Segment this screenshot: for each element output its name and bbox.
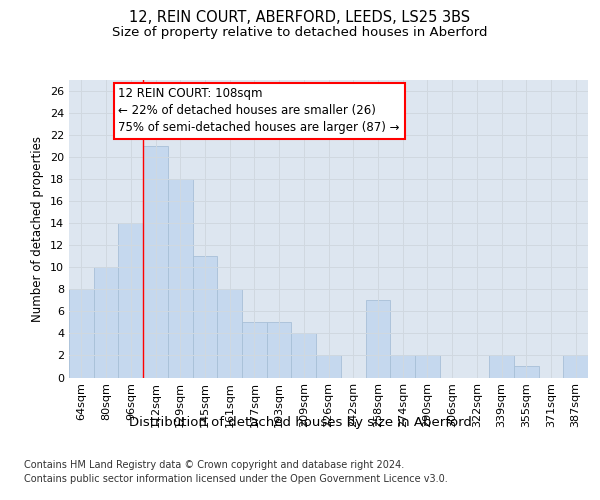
- Text: Distribution of detached houses by size in Aberford: Distribution of detached houses by size …: [128, 416, 472, 429]
- Bar: [267, 322, 292, 378]
- Text: 12, REIN COURT, ABERFORD, LEEDS, LS25 3BS: 12, REIN COURT, ABERFORD, LEEDS, LS25 3B…: [130, 10, 470, 25]
- Bar: [316, 356, 341, 378]
- Bar: [143, 146, 168, 378]
- Bar: [365, 300, 390, 378]
- Bar: [118, 223, 143, 378]
- Bar: [292, 334, 316, 378]
- Y-axis label: Number of detached properties: Number of detached properties: [31, 136, 44, 322]
- Bar: [168, 179, 193, 378]
- Bar: [390, 356, 415, 378]
- Text: 12 REIN COURT: 108sqm
← 22% of detached houses are smaller (26)
75% of semi-deta: 12 REIN COURT: 108sqm ← 22% of detached …: [118, 88, 400, 134]
- Text: Size of property relative to detached houses in Aberford: Size of property relative to detached ho…: [112, 26, 488, 39]
- Bar: [217, 290, 242, 378]
- Text: Contains HM Land Registry data © Crown copyright and database right 2024.
Contai: Contains HM Land Registry data © Crown c…: [24, 460, 448, 484]
- Bar: [94, 268, 118, 378]
- Bar: [415, 356, 440, 378]
- Bar: [489, 356, 514, 378]
- Bar: [69, 290, 94, 378]
- Bar: [563, 356, 588, 378]
- Bar: [193, 256, 217, 378]
- Bar: [242, 322, 267, 378]
- Bar: [514, 366, 539, 378]
